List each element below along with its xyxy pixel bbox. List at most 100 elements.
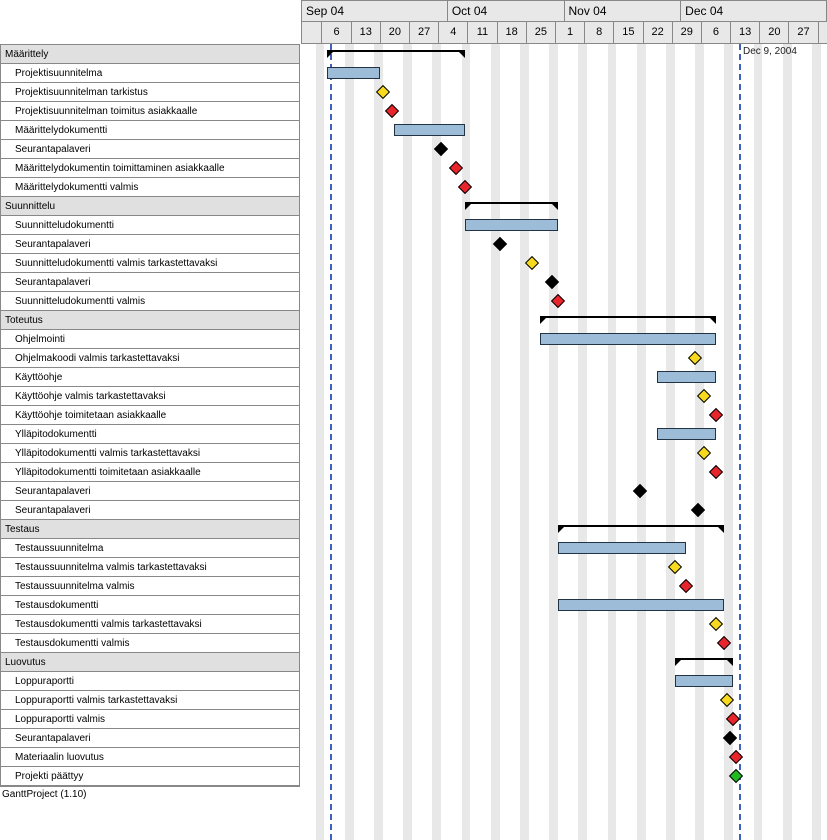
group-bracket	[540, 316, 715, 326]
task-row: Testausdokumentti	[1, 596, 299, 615]
gantt-row	[301, 595, 827, 614]
task-bar	[465, 219, 558, 231]
task-bar	[540, 333, 715, 345]
task-row: Ylläpitodokumentti toimitetaan asiakkaal…	[1, 463, 299, 482]
task-table: MäärittelyProjektisuunnitelmaProjektisuu…	[0, 44, 300, 787]
gantt-row	[301, 329, 827, 348]
week-cell: 4	[439, 22, 468, 43]
milestone-yellow	[697, 446, 711, 460]
month-cell: Nov 04	[565, 1, 682, 21]
gantt-row	[301, 728, 827, 747]
task-bar	[558, 599, 724, 611]
task-row: Määrittelydokumentti valmis	[1, 178, 299, 197]
gantt-row	[301, 614, 827, 633]
task-row: Määrittelydokumentin toimittaminen asiak…	[1, 159, 299, 178]
milestone-red	[679, 579, 693, 593]
gantt-row	[301, 291, 827, 310]
week-pad	[302, 22, 322, 43]
task-group-row: Suunnittelu	[1, 197, 299, 216]
task-row: Seurantapalaveri	[1, 235, 299, 254]
gantt-row	[301, 120, 827, 139]
milestone-yellow	[697, 389, 711, 403]
week-cell: 8	[585, 22, 614, 43]
task-group-row: Testaus	[1, 520, 299, 539]
gantt-row	[301, 481, 827, 500]
gantt-row	[301, 462, 827, 481]
chart-column: Sep 04Oct 04Nov 04Dec 04 613202741118251…	[301, 0, 827, 840]
gantt-row	[301, 443, 827, 462]
group-bracket	[558, 525, 724, 535]
task-row: Suunnitteludokumentti valmis tarkastetta…	[1, 254, 299, 273]
gantt-row	[301, 234, 827, 253]
timeline-header: Sep 04Oct 04Nov 04Dec 04 613202741118251…	[301, 0, 827, 44]
week-cell: 18	[498, 22, 527, 43]
gantt-row	[301, 576, 827, 595]
task-row: Testausdokumentti valmis tarkastettavaks…	[1, 615, 299, 634]
task-row: Seurantapalaveri	[1, 273, 299, 292]
month-row: Sep 04Oct 04Nov 04Dec 04	[301, 0, 827, 22]
milestone-black	[492, 237, 506, 251]
month-cell: Dec 04	[681, 1, 827, 21]
task-row: Testaussuunnitelma valmis	[1, 577, 299, 596]
task-row: Loppuraportti valmis	[1, 710, 299, 729]
gantt-row	[301, 386, 827, 405]
week-cell: 11	[468, 22, 497, 43]
week-cell: 29	[673, 22, 702, 43]
milestone-red	[457, 180, 471, 194]
gantt-row	[301, 405, 827, 424]
gantt-row	[301, 766, 827, 785]
milestone-red	[709, 408, 723, 422]
week-cell: 20	[760, 22, 789, 43]
week-cell: 13	[731, 22, 760, 43]
week-cell: 27	[789, 22, 818, 43]
gantt-row	[301, 310, 827, 329]
milestone-black	[545, 275, 559, 289]
task-row: Seurantapalaveri	[1, 729, 299, 748]
task-row: Käyttöohje toimitetaan asiakkaalle	[1, 406, 299, 425]
task-row: Määrittelydokumentti	[1, 121, 299, 140]
gantt-row	[301, 671, 827, 690]
task-row: Projektisuunnitelman tarkistus	[1, 83, 299, 102]
week-cell: 6	[322, 22, 351, 43]
week-cell: 27	[410, 22, 439, 43]
task-row: Projektisuunnitelma	[1, 64, 299, 83]
chart-area: Dec 9, 2004	[301, 44, 827, 840]
gantt-row	[301, 253, 827, 272]
task-row: Testaussuunnitelma valmis tarkastettavak…	[1, 558, 299, 577]
task-bar	[657, 371, 715, 383]
week-cell: 1	[556, 22, 585, 43]
milestone-yellow	[525, 256, 539, 270]
week-cell: 25	[527, 22, 556, 43]
task-row: Loppuraportti valmis tarkastettavaksi	[1, 691, 299, 710]
gantt-row	[301, 63, 827, 82]
task-group-row: Määrittely	[1, 45, 299, 64]
task-bar	[558, 542, 686, 554]
milestone-yellow	[720, 693, 734, 707]
task-row: Ylläpitodokumentti valmis tarkastettavak…	[1, 444, 299, 463]
gantt-row	[301, 633, 827, 652]
gantt-page: MäärittelyProjektisuunnitelmaProjektisuu…	[0, 0, 827, 840]
group-bracket	[327, 50, 464, 60]
gantt-row	[301, 538, 827, 557]
milestone-red	[384, 104, 398, 118]
gantt-row	[301, 652, 827, 671]
group-bracket	[465, 202, 558, 212]
week-cell: 13	[352, 22, 381, 43]
task-column: MäärittelyProjektisuunnitelmaProjektisuu…	[0, 0, 301, 840]
gantt-row	[301, 158, 827, 177]
task-row: Suunnitteludokumentti	[1, 216, 299, 235]
task-bar	[657, 428, 715, 440]
task-bar	[675, 675, 733, 687]
milestone-black	[723, 731, 737, 745]
task-row: Seurantapalaveri	[1, 482, 299, 501]
task-row: Loppuraportti	[1, 672, 299, 691]
gantt-row	[301, 747, 827, 766]
gantt-row	[301, 177, 827, 196]
week-cell: 22	[644, 22, 673, 43]
milestone-red	[551, 294, 565, 308]
milestone-red	[717, 636, 731, 650]
milestone-yellow	[688, 351, 702, 365]
milestone-red	[726, 712, 740, 726]
gantt-row	[301, 348, 827, 367]
gantt-row	[301, 709, 827, 728]
